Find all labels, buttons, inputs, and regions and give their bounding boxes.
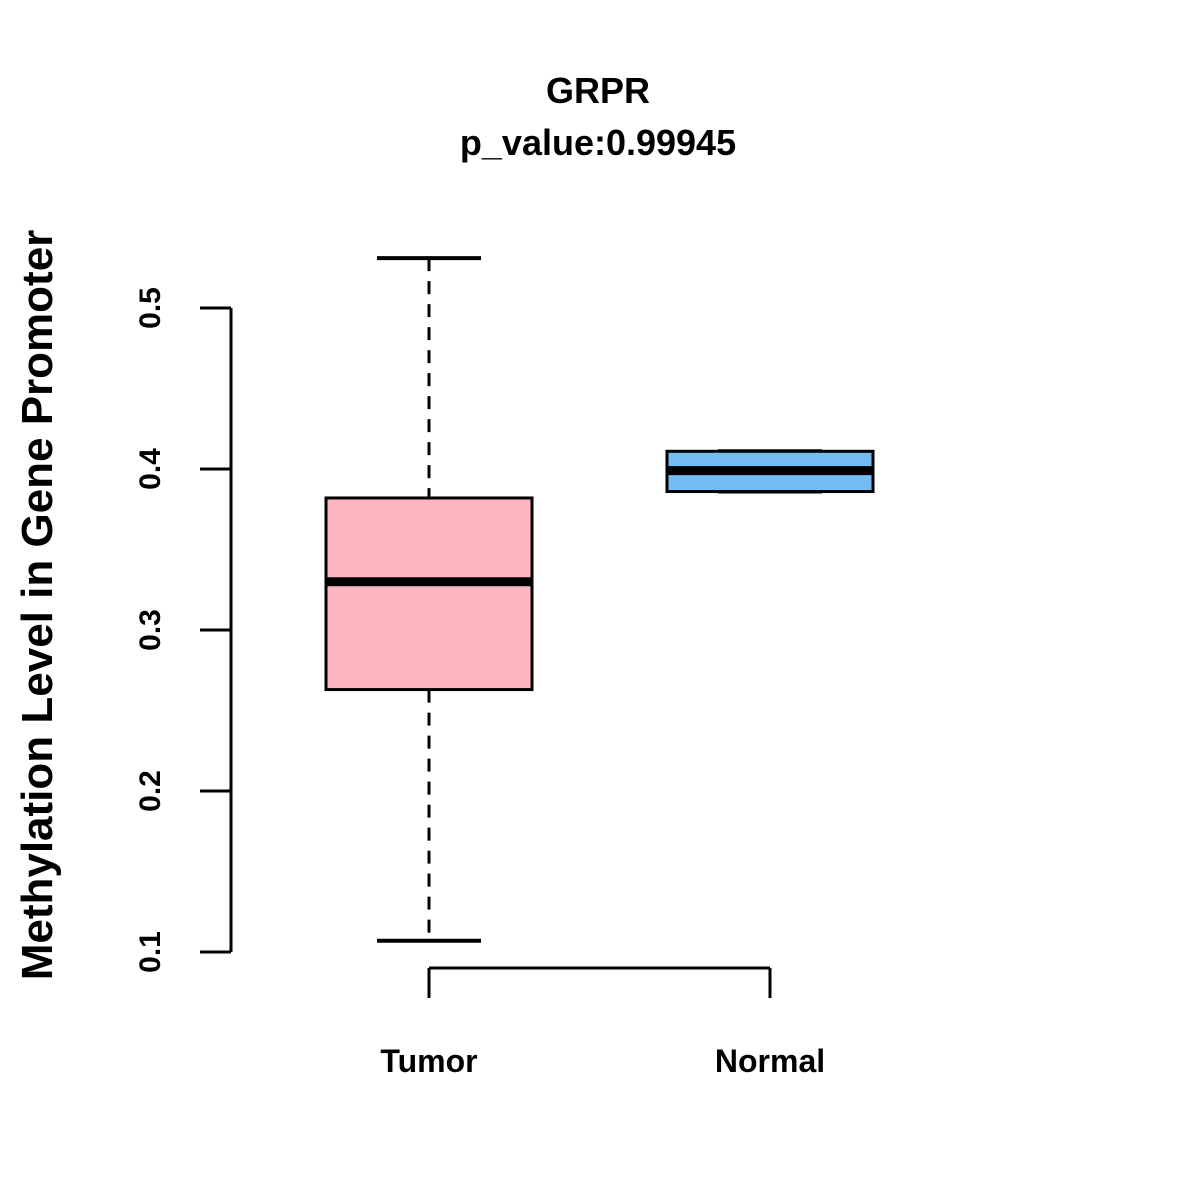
- y-axis-label: Methylation Level in Gene Promoter: [13, 230, 62, 981]
- chart-title: GRPR: [546, 70, 650, 111]
- y-tick-label: 0.4: [134, 448, 167, 490]
- category-label-tumor: Tumor: [380, 1043, 477, 1079]
- y-tick-label: 0.3: [134, 609, 167, 651]
- y-tick-label: 0.5: [134, 287, 167, 329]
- category-label-normal: Normal: [715, 1043, 825, 1079]
- plot-area: 0.1 0.2 0.3 0.4 0.5 Tumor Normal: [134, 256, 875, 1079]
- y-tick-label: 0.2: [134, 770, 167, 812]
- tumor-box: [324, 496, 534, 692]
- y-tick-label: 0.1: [134, 931, 167, 973]
- chart-subtitle: p_value:0.99945: [460, 122, 736, 163]
